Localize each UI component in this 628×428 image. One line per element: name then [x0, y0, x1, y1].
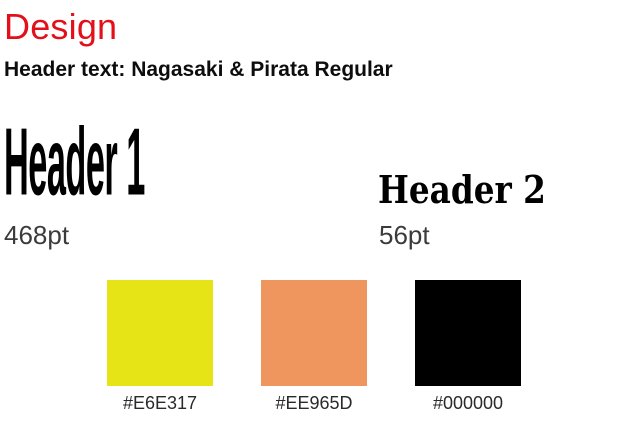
header-2-size: 56pt: [379, 220, 430, 250]
color-swatch-black: [415, 280, 521, 386]
color-swatch-orange: [261, 280, 367, 386]
color-swatch-yellow: [107, 280, 213, 386]
color-swatch-yellow-label: #E6E317: [122, 393, 198, 413]
header-1-font-sample: Header 1: [4, 107, 145, 215]
color-swatch-orange-label: #EE965D: [275, 393, 353, 413]
color-swatch-black-label: #000000: [432, 393, 504, 413]
header-1-size: 468pt: [4, 220, 70, 250]
page-title: Design: [4, 6, 118, 47]
header-2-font-sample: Header 2: [378, 167, 546, 212]
page-subtitle: Header text: Nagasaki & Pirata Regular: [4, 58, 393, 81]
